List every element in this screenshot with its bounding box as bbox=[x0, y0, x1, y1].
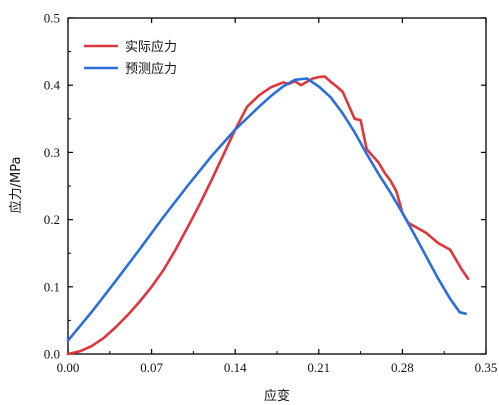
series-line-1 bbox=[66, 75, 470, 356]
y-tick-label: 0.3 bbox=[44, 145, 60, 160]
y-tick-label: 0.0 bbox=[44, 347, 60, 362]
series-layer bbox=[66, 75, 470, 356]
y-tick-label: 0.1 bbox=[44, 279, 60, 294]
series-line-2 bbox=[66, 77, 467, 342]
legend-label-2: 预测应力 bbox=[125, 61, 177, 77]
x-axis-title: 应变 bbox=[264, 388, 290, 404]
y-tick-label: 0.2 bbox=[44, 212, 60, 227]
x-tick-label: 0.14 bbox=[224, 360, 247, 375]
x-tick-label: 0.21 bbox=[307, 360, 330, 375]
x-tick-label: 0.35 bbox=[475, 360, 498, 375]
y-axis-title: 应力/MPa bbox=[8, 157, 24, 214]
legend-label-1: 实际应力 bbox=[125, 39, 177, 55]
x-tick-label: 0.07 bbox=[140, 360, 163, 375]
axes: 0.00 0.07 0.14 0.21 0.28 0.35 0.0 0.1 0.2 0.3 0.4 0… bbox=[44, 11, 498, 376]
x-tick-label: 0.00 bbox=[57, 360, 80, 375]
y-tick-label: 0.5 bbox=[44, 11, 60, 26]
x-tick-label: 0.28 bbox=[391, 360, 414, 375]
y-tick-label: 0.4 bbox=[44, 78, 61, 93]
